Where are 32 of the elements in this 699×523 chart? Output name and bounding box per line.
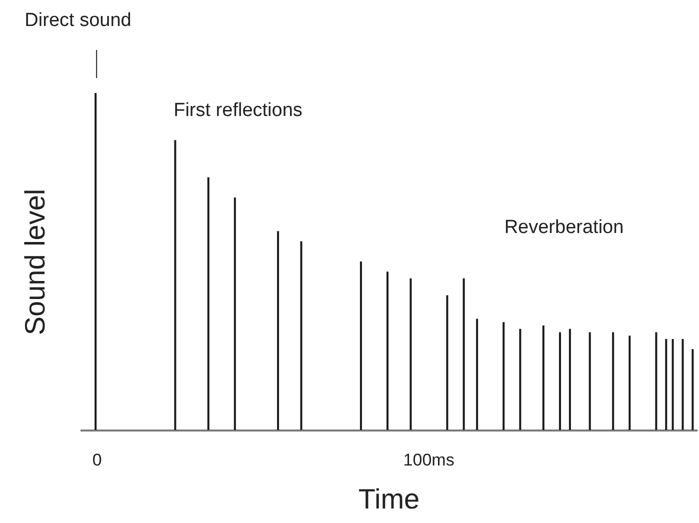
bar: [462, 278, 465, 430]
bar: [502, 322, 505, 430]
bar: [692, 349, 694, 430]
y-axis-title: Sound level: [20, 188, 50, 336]
bar: [542, 326, 544, 430]
annotation: Reverberation: [504, 217, 624, 238]
bar: [612, 332, 614, 430]
bar: [519, 328, 522, 430]
bar: [360, 262, 362, 430]
bar: [476, 318, 478, 430]
bar: [386, 272, 388, 430]
bar: [558, 332, 561, 430]
bar: [446, 295, 448, 430]
bar: [277, 231, 280, 430]
x-tick-label: 100ms: [403, 450, 454, 470]
bar: [568, 328, 571, 430]
bar: [588, 332, 591, 430]
x-axis-title: Time: [358, 484, 420, 514]
bar: [628, 336, 631, 430]
text: Direct sound: [24, 10, 132, 31]
bar: [300, 241, 302, 430]
bar: [410, 278, 412, 430]
bar: [682, 339, 684, 430]
bar: [94, 93, 97, 430]
bar: [672, 339, 674, 430]
bar: [665, 339, 668, 430]
bar: [174, 140, 176, 430]
bar: [207, 177, 210, 430]
bar: [234, 197, 236, 430]
x-tick-label: 0: [92, 450, 102, 470]
bar: [655, 332, 658, 430]
annotation: First reflections: [174, 100, 302, 121]
